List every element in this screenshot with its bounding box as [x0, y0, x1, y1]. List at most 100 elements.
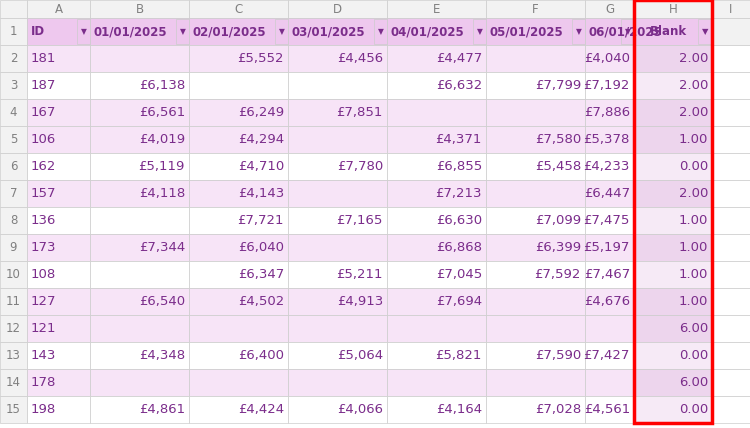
Text: ▼: ▼ [80, 27, 86, 36]
Bar [0, 45, 27, 72]
Bar [486, 207, 585, 234]
Text: £4,164: £4,164 [436, 403, 482, 416]
Bar [27, 261, 90, 288]
Bar [585, 342, 634, 369]
Bar [486, 180, 585, 207]
Bar [585, 45, 634, 72]
Bar [0, 18, 27, 45]
Bar [90, 369, 189, 396]
Text: ▼: ▼ [476, 27, 482, 36]
Text: 03/01/2025: 03/01/2025 [292, 25, 365, 38]
Bar [27, 288, 90, 315]
Bar [712, 153, 750, 180]
Bar [486, 126, 585, 153]
Bar [0, 180, 27, 207]
Bar [27, 369, 90, 396]
Text: B: B [136, 3, 143, 15]
Text: 108: 108 [31, 268, 56, 281]
Text: £7,721: £7,721 [238, 214, 284, 227]
Bar [90, 315, 189, 342]
Bar [288, 234, 387, 261]
Bar [0, 153, 27, 180]
Text: 9: 9 [10, 241, 17, 254]
Text: £4,066: £4,066 [337, 403, 383, 416]
Text: £7,694: £7,694 [436, 295, 482, 308]
Text: ▼: ▼ [575, 27, 581, 36]
Text: £4,019: £4,019 [139, 133, 185, 146]
Text: 10: 10 [6, 268, 21, 281]
Bar [90, 126, 189, 153]
Bar [90, 72, 189, 99]
Text: £6,347: £6,347 [238, 268, 284, 281]
Bar [698, 19, 712, 44]
Bar [176, 19, 189, 44]
Bar [288, 153, 387, 180]
Bar [585, 234, 634, 261]
Text: 173: 173 [31, 241, 56, 254]
Text: £7,467: £7,467 [584, 268, 630, 281]
Text: 2.00: 2.00 [679, 79, 708, 92]
Bar [634, 369, 712, 396]
Text: 121: 121 [31, 322, 56, 335]
Text: F: F [532, 3, 538, 15]
Text: £7,799: £7,799 [535, 79, 581, 92]
Bar [387, 207, 486, 234]
Bar [712, 234, 750, 261]
Bar [712, 342, 750, 369]
Bar [288, 315, 387, 342]
Bar [27, 99, 90, 126]
Bar [473, 19, 486, 44]
Bar [288, 18, 387, 45]
Text: £4,502: £4,502 [238, 295, 284, 308]
Text: £4,861: £4,861 [139, 403, 185, 416]
Bar [387, 153, 486, 180]
Bar [634, 72, 712, 99]
Bar [27, 126, 90, 153]
Bar [387, 99, 486, 126]
Text: 04/01/2025: 04/01/2025 [391, 25, 465, 38]
Text: 6.00: 6.00 [679, 322, 708, 335]
Text: £4,294: £4,294 [238, 133, 284, 146]
Bar [387, 180, 486, 207]
Text: £6,399: £6,399 [535, 241, 581, 254]
Bar [27, 315, 90, 342]
Text: £5,064: £5,064 [337, 349, 383, 362]
Text: 187: 187 [31, 79, 56, 92]
Text: £7,475: £7,475 [584, 214, 630, 227]
Bar [90, 153, 189, 180]
Bar [387, 45, 486, 72]
Bar [90, 261, 189, 288]
Bar [27, 342, 90, 369]
Text: £6,249: £6,249 [238, 106, 284, 119]
Text: 7: 7 [10, 187, 17, 200]
Text: I: I [729, 3, 733, 15]
Bar [189, 207, 288, 234]
Text: 1.00: 1.00 [679, 133, 708, 146]
Bar [634, 315, 712, 342]
Text: ▼: ▼ [702, 27, 708, 36]
Bar [189, 45, 288, 72]
Bar [189, 126, 288, 153]
Bar [712, 180, 750, 207]
Bar [634, 234, 712, 261]
Bar [486, 0, 585, 18]
Text: £4,233: £4,233 [584, 160, 630, 173]
Bar [387, 315, 486, 342]
Bar [387, 261, 486, 288]
Bar [0, 288, 27, 315]
Bar [27, 72, 90, 99]
Bar [90, 234, 189, 261]
Bar [712, 288, 750, 315]
Bar [585, 288, 634, 315]
Text: £4,913: £4,913 [337, 295, 383, 308]
Text: £4,118: £4,118 [139, 187, 185, 200]
Text: £6,868: £6,868 [436, 241, 482, 254]
Text: ▼: ▼ [278, 27, 284, 36]
Text: G: G [605, 3, 614, 15]
Text: 162: 162 [31, 160, 56, 173]
Bar [634, 261, 712, 288]
Bar [712, 126, 750, 153]
Bar [634, 0, 712, 423]
Text: 11: 11 [6, 295, 21, 308]
Bar [712, 207, 750, 234]
